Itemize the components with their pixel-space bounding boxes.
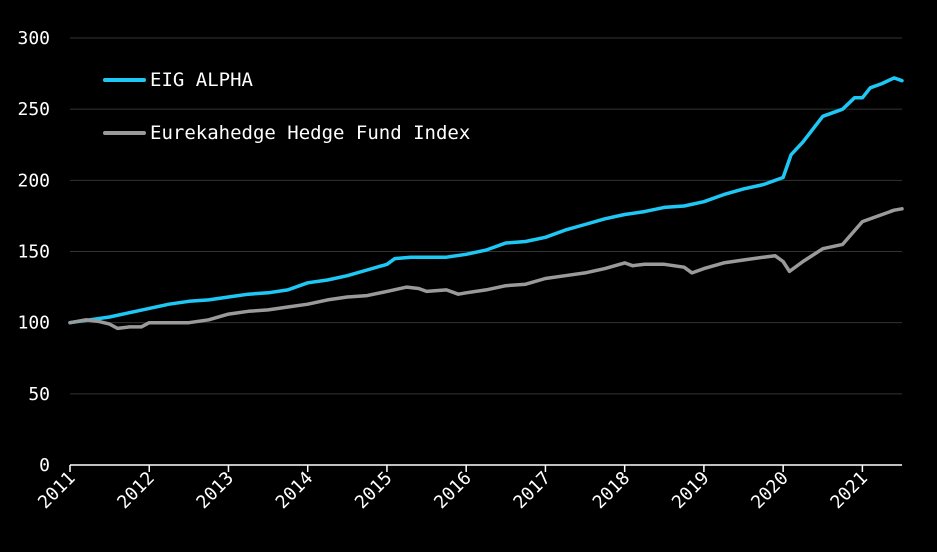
x-tick-label: 2012 [113,468,159,514]
gridlines [70,37,902,466]
y-tick-label: 200 [17,170,50,191]
series-line-1 [68,207,904,331]
y-tick-label: 150 [17,242,50,263]
x-tick-label: 2014 [272,468,318,514]
x-tick-label: 2019 [668,468,714,514]
y-tick-label: 250 [17,99,50,120]
y-axis: 0 50 100 150 200 250 300 [17,28,50,476]
x-tick-label: 2018 [589,468,635,514]
series-line-0 [68,76,904,325]
series-lines [68,76,904,331]
x-tick-label: 2017 [509,468,555,514]
x-tick-label: 2021 [826,468,872,514]
y-tick-label: 300 [17,28,50,49]
legend-label-0: EIG ALPHA [150,69,254,91]
x-tick-label: 2016 [430,468,476,514]
x-tick-label: 2020 [747,468,793,514]
y-tick-label: 100 [17,313,50,334]
y-tick-label: 50 [28,384,50,405]
x-axis: 2011 2012 2013 2014 2015 2016 2017 2018 2019 2020… [34,465,872,513]
x-tick-label: 2015 [351,468,397,514]
legend: EIG ALPHA Eurekahedge Hedge Fund Index [103,69,470,144]
y-tick-label: 0 [39,455,50,476]
x-tick-label: 2013 [193,468,239,514]
legend-label-1: Eurekahedge Hedge Fund Index [150,122,470,144]
